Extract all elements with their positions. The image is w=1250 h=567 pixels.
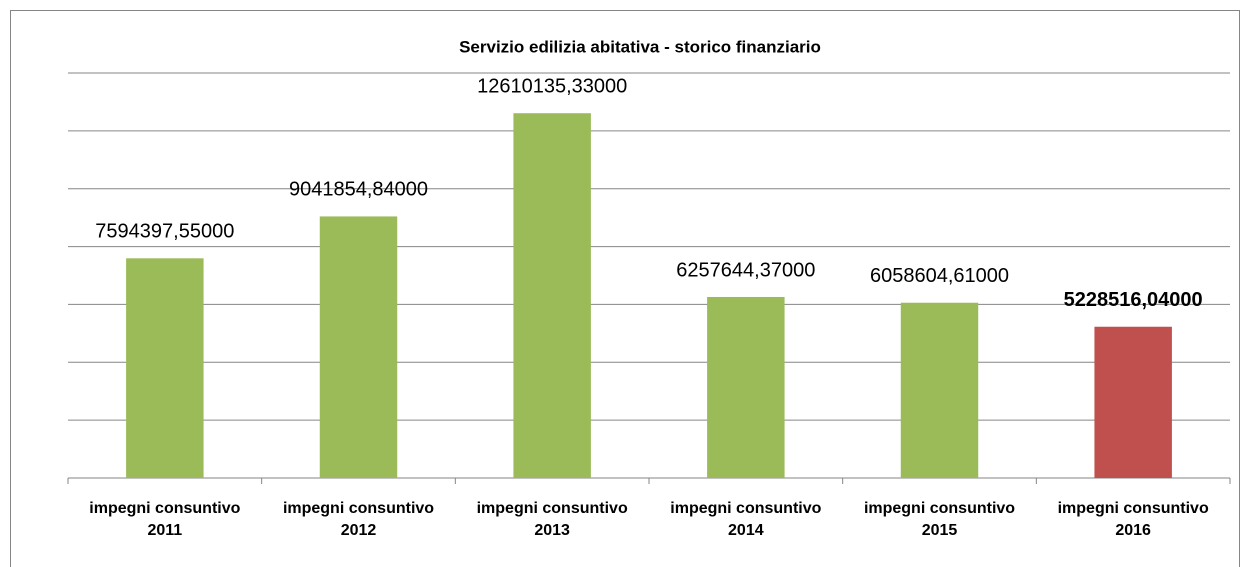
x-tick-label: impegni consuntivo 2011 <box>89 500 241 539</box>
bar <box>319 216 398 478</box>
data-label: 5228516,04000 <box>1064 289 1203 311</box>
x-tick-label: impegni consuntivo 2012 <box>282 500 435 539</box>
x-tick-label: impegni consuntivo 2015 <box>863 500 1016 539</box>
data-label: 9041854,84000 <box>289 179 428 201</box>
bar <box>707 296 785 478</box>
x-tick-label: impegni consuntivo 2014 <box>670 500 822 539</box>
x-tick-label: impegni consuntivo 2016 <box>1057 500 1209 539</box>
data-label: 6257644,37000 <box>676 259 815 281</box>
x-tick-label: impegni consuntivo 2013 <box>476 500 628 539</box>
chart-frame <box>10 10 1240 567</box>
bar <box>900 302 979 478</box>
data-label: 12610135,33000 <box>477 75 627 97</box>
bar <box>513 113 591 479</box>
data-label: 6058604,61000 <box>870 265 1009 287</box>
bar <box>1094 326 1172 478</box>
data-label: 7594397,55000 <box>95 221 234 243</box>
chart-title: Servizio edilizia abitativa - storico fi… <box>459 37 821 56</box>
bar <box>126 258 204 478</box>
